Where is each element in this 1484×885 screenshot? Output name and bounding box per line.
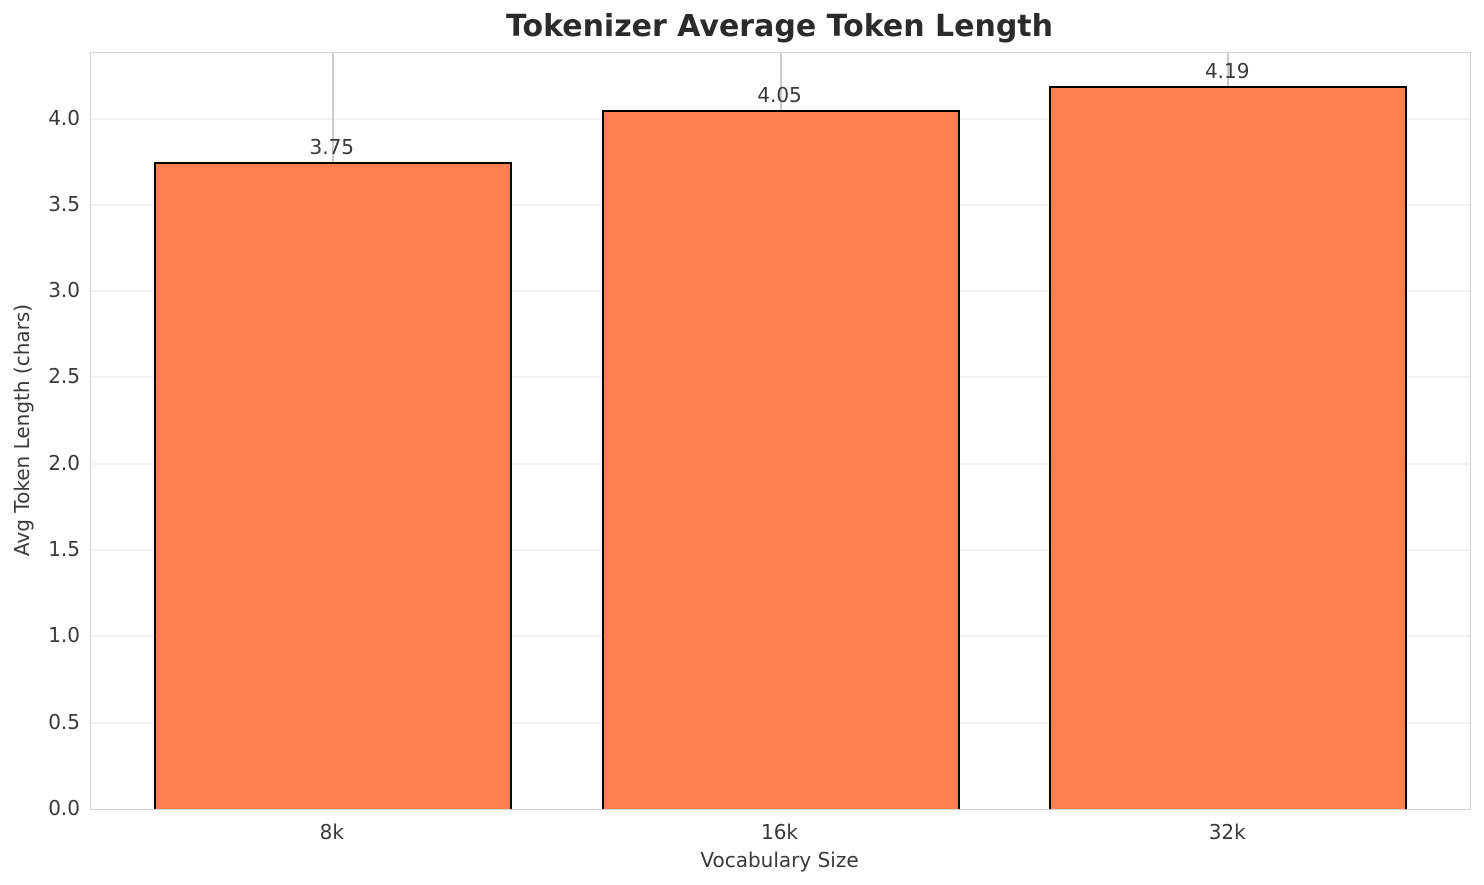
y-tick-label: 2.0 [48, 450, 80, 475]
bar [602, 110, 960, 809]
y-axis-label: Avg Token Length (chars) [10, 303, 34, 557]
bar-value-label: 4.05 [757, 82, 802, 107]
y-tick-label: 3.5 [48, 191, 80, 216]
x-axis-label: Vocabulary Size [700, 848, 859, 872]
plot-area [90, 52, 1471, 810]
bar-value-label: 3.75 [309, 134, 355, 159]
chart-title: Tokenizer Average Token Length [505, 9, 1053, 44]
y-tick-label: 4.0 [48, 105, 80, 130]
bar-value-label: 4.19 [1204, 58, 1250, 83]
y-tick-label: 1.5 [48, 537, 80, 562]
x-tick-label: 32k [1208, 820, 1246, 844]
y-tick-label: 0.5 [48, 709, 80, 734]
x-tick-label: 8k [319, 820, 344, 844]
y-tick-label: 1.0 [48, 623, 80, 648]
y-tick-label: 3.0 [48, 278, 80, 303]
x-tick-label: 16k [760, 820, 799, 844]
bar [154, 162, 512, 809]
y-tick-label: 2.5 [48, 364, 80, 389]
bar [1049, 86, 1407, 809]
y-tick-label: 0.0 [48, 796, 80, 820]
